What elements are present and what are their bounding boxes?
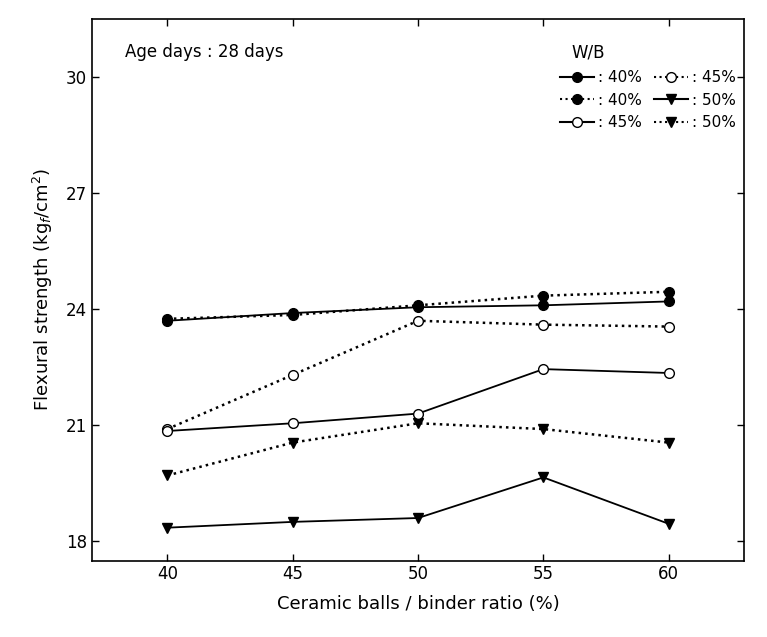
Y-axis label: Flexural strength (kg$_f$/cm$^2$): Flexural strength (kg$_f$/cm$^2$) [31, 168, 54, 412]
Text: W/B: W/B [571, 43, 604, 62]
X-axis label: Ceramic balls / binder ratio (%): Ceramic balls / binder ratio (%) [277, 594, 559, 613]
Text: Age days : 28 days: Age days : 28 days [124, 43, 283, 62]
Legend: : 40%, : 40%, : 45%, : 45%, : 50%, : 50%: : 40%, : 40%, : 45%, : 45%, : 50%, : 50% [560, 70, 736, 131]
